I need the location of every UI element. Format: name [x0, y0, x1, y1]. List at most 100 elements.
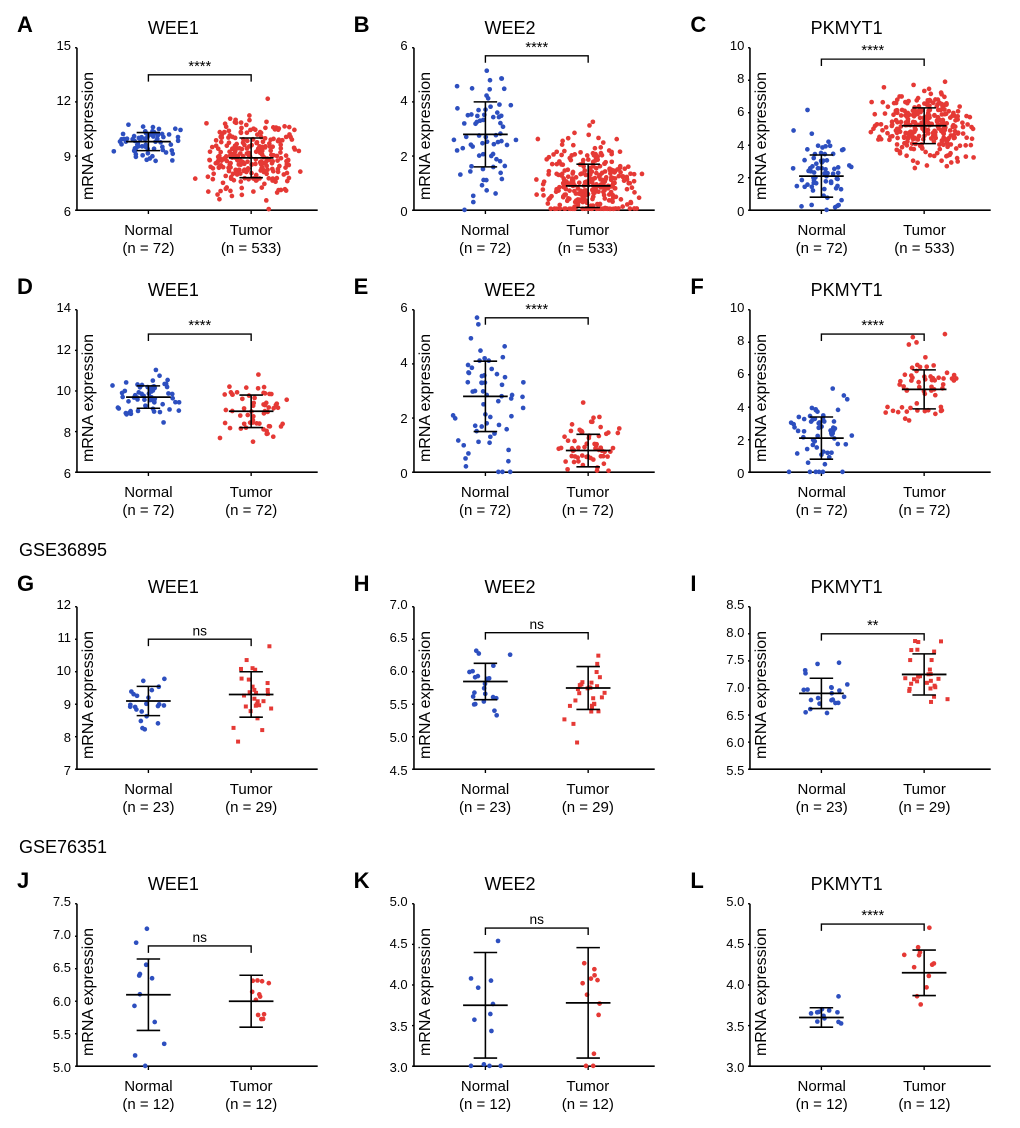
panel-B: BWEE2mRNA expression****0246Normal(n = 7… — [352, 10, 669, 262]
y-tick-label: 15 — [35, 38, 71, 53]
x-group-label: Normal(n = 23) — [440, 781, 530, 817]
panel-title: WEE1 — [15, 874, 332, 895]
y-tick-label: 6.5 — [708, 708, 744, 723]
panel-title: WEE2 — [352, 280, 669, 301]
x-group-label: Tumor(n = 533) — [543, 222, 633, 258]
x-group-label: Normal(n = 72) — [440, 222, 530, 258]
y-tick-label: 6 — [35, 204, 71, 219]
panel-title: PKMYT1 — [688, 280, 1005, 301]
x-group-label: Normal(n = 12) — [103, 1078, 193, 1114]
dataset-label: GSE76351 — [15, 837, 1005, 858]
y-tick-label: 2 — [372, 411, 408, 426]
x-group-label: Normal(n = 23) — [777, 781, 867, 817]
svg-text:****: **** — [525, 42, 548, 56]
panel-title: WEE1 — [15, 18, 332, 39]
panel-J: JWEE1mRNA expressionns5.05.56.06.57.07.5… — [15, 866, 332, 1118]
panel-G: GWEE1mRNA expressionns789101112Normal(n … — [15, 569, 332, 821]
scatter-plot: **** — [412, 304, 657, 476]
x-group-label: Normal(n = 72) — [440, 484, 530, 520]
y-tick-label: 9 — [35, 149, 71, 164]
svg-text:****: **** — [862, 908, 885, 924]
y-tick-label: 5.5 — [35, 1027, 71, 1042]
x-group-label: Normal(n = 72) — [777, 222, 867, 258]
panel-title: PKMYT1 — [688, 18, 1005, 39]
y-tick-label: 6 — [372, 38, 408, 53]
y-tick-label: 10 — [35, 663, 71, 678]
panel-title: PKMYT1 — [688, 577, 1005, 598]
y-tick-label: 7 — [35, 763, 71, 778]
panel-A: AWEE1mRNA expression****691215Normal(n =… — [15, 10, 332, 262]
y-tick-label: 5.5 — [372, 697, 408, 712]
svg-text:ns: ns — [193, 930, 208, 945]
y-tick-label: 6.5 — [372, 630, 408, 645]
scatter-plot: **** — [412, 42, 657, 214]
x-group-label: Tumor(n = 29) — [206, 781, 296, 817]
x-group-label: Tumor(n = 12) — [543, 1078, 633, 1114]
x-group-label: Tumor(n = 72) — [206, 484, 296, 520]
y-tick-label: 8 — [35, 730, 71, 745]
svg-text:****: **** — [188, 59, 211, 75]
svg-text:****: **** — [862, 43, 885, 59]
x-group-label: Tumor(n = 29) — [879, 781, 969, 817]
y-tick-label: 3.0 — [708, 1060, 744, 1075]
y-tick-label: 0 — [708, 466, 744, 481]
dataset-label: GSE36895 — [15, 540, 1005, 561]
y-tick-label: 11 — [35, 630, 71, 645]
scatter-plot: ns — [412, 601, 657, 773]
y-tick-label: 0 — [372, 204, 408, 219]
scatter-plot: ** — [748, 601, 993, 773]
y-tick-label: 7.5 — [708, 652, 744, 667]
panel-title: WEE1 — [15, 280, 332, 301]
y-tick-label: 12 — [35, 93, 71, 108]
panel-F: FPKMYT1mRNA expression****0246810Normal(… — [688, 272, 1005, 524]
y-tick-label: 7.5 — [35, 894, 71, 909]
y-tick-label: 9 — [35, 697, 71, 712]
y-tick-label: 8 — [708, 333, 744, 348]
y-tick-label: 6.0 — [35, 994, 71, 1009]
y-tick-label: 7.0 — [372, 597, 408, 612]
y-tick-label: 4 — [708, 138, 744, 153]
y-tick-label: 4 — [372, 93, 408, 108]
y-tick-label: 5.0 — [372, 894, 408, 909]
y-tick-label: 6 — [708, 366, 744, 381]
y-tick-label: 3.0 — [372, 1060, 408, 1075]
svg-text:**: ** — [867, 618, 879, 634]
y-tick-label: 6.0 — [708, 735, 744, 750]
panel-H: HWEE2mRNA expressionns4.55.05.56.06.57.0… — [352, 569, 669, 821]
panel-title: WEE2 — [352, 874, 669, 895]
x-group-label: Tumor(n = 533) — [206, 222, 296, 258]
y-tick-label: 6 — [708, 104, 744, 119]
y-tick-label: 10 — [708, 300, 744, 315]
panel-D: DWEE1mRNA expression****68101214Normal(n… — [15, 272, 332, 524]
y-tick-label: 4 — [708, 400, 744, 415]
x-group-label: Tumor(n = 29) — [543, 781, 633, 817]
y-tick-label: 5.0 — [372, 730, 408, 745]
x-group-label: Normal(n = 72) — [777, 484, 867, 520]
y-tick-label: 4.5 — [372, 936, 408, 951]
scatter-plot: **** — [748, 42, 993, 214]
x-group-label: Tumor(n = 72) — [879, 484, 969, 520]
y-tick-label: 8.5 — [708, 597, 744, 612]
svg-text:ns: ns — [193, 623, 208, 638]
y-tick-label: 4.5 — [372, 763, 408, 778]
svg-text:****: **** — [862, 318, 885, 334]
y-tick-label: 4.0 — [372, 977, 408, 992]
y-tick-label: 5.5 — [708, 763, 744, 778]
y-tick-label: 12 — [35, 342, 71, 357]
x-group-label: Normal(n = 72) — [103, 484, 193, 520]
y-tick-label: 6.5 — [35, 960, 71, 975]
scatter-plot: **** — [75, 42, 320, 214]
y-tick-label: 8.0 — [708, 625, 744, 640]
svg-text:****: **** — [188, 318, 211, 334]
scatter-plot: **** — [748, 898, 993, 1070]
svg-text:ns: ns — [529, 617, 544, 632]
y-tick-label: 2 — [708, 171, 744, 186]
y-tick-label: 8 — [35, 425, 71, 440]
y-tick-label: 4.5 — [708, 936, 744, 951]
panel-title: PKMYT1 — [688, 874, 1005, 895]
x-group-label: Tumor(n = 12) — [879, 1078, 969, 1114]
x-group-label: Tumor(n = 533) — [879, 222, 969, 258]
scatter-plot: ns — [412, 898, 657, 1070]
y-tick-label: 6.0 — [372, 663, 408, 678]
panel-L: LPKMYT1mRNA expression****3.03.54.04.55.… — [688, 866, 1005, 1118]
